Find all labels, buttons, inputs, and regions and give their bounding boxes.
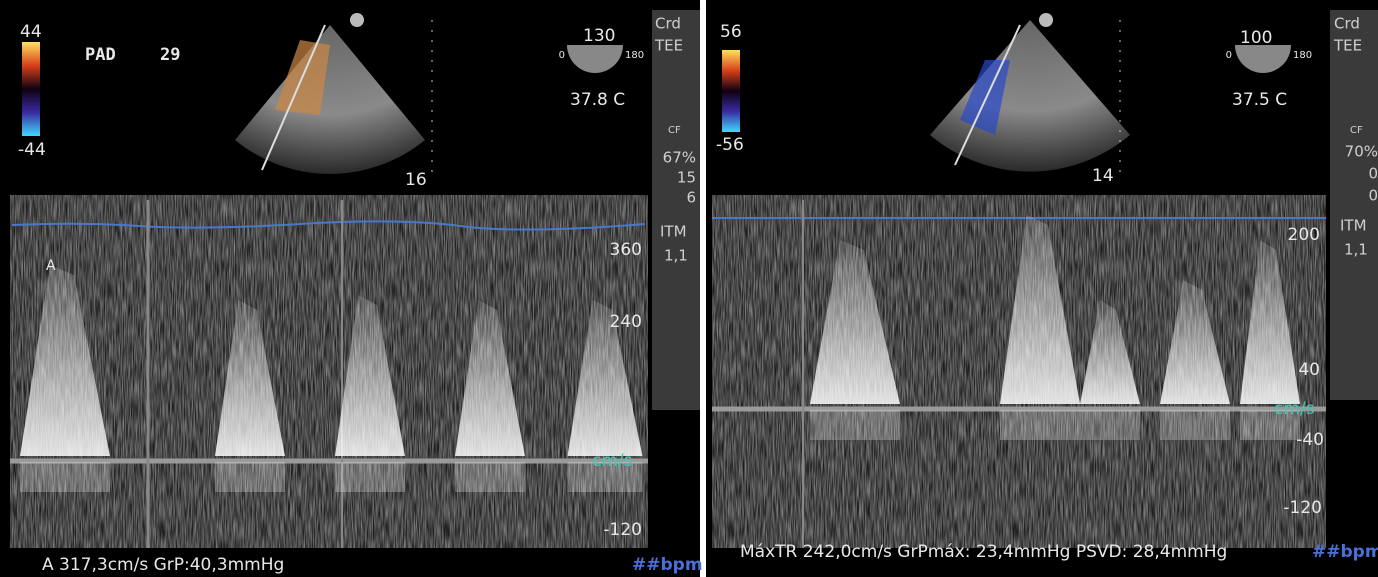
angle-value: 100 (1240, 28, 1272, 48)
mode-value: 29 (160, 45, 180, 65)
probe-dot (1039, 13, 1053, 27)
doppler-envelope (215, 300, 285, 456)
side-text: CF (668, 125, 681, 136)
angle-dial (1235, 45, 1291, 73)
color-scale (722, 50, 740, 132)
side-text: 6 (686, 189, 696, 207)
doppler-reverse (1240, 410, 1300, 440)
doppler-reverse (810, 410, 900, 440)
status-bar (0, 550, 700, 577)
scale-label: 40 (1298, 360, 1320, 380)
measurement: MáxTR 242,0cm/s GrPmáx: 23,4mmHg PSVD: 2… (740, 542, 1227, 562)
scale-label: -120 (603, 520, 642, 540)
angle-max: 180 (625, 50, 644, 61)
scale-min: -44 (18, 140, 46, 160)
mode-label: PAD (85, 45, 116, 65)
sector-image (235, 25, 425, 174)
scale-label: 200 (1288, 225, 1320, 245)
side-text: Crd (1334, 15, 1360, 33)
temperature: 37.8 C (570, 90, 625, 110)
doppler-envelope (1000, 215, 1080, 404)
probe-dot (350, 13, 364, 27)
angle-dial (567, 45, 623, 73)
doppler-reverse (215, 462, 285, 492)
doppler-envelope (1160, 280, 1230, 404)
unit: cm/s (1274, 399, 1315, 419)
scale-label: 240 (610, 312, 642, 332)
doppler-reverse (1160, 410, 1230, 440)
side-text: 67% (663, 149, 696, 167)
doppler-reverse (567, 462, 643, 492)
side-text: CF (1350, 125, 1363, 136)
scale-label: -120 (1283, 498, 1322, 518)
doppler-envelope (1240, 240, 1300, 404)
color-scale (22, 42, 40, 136)
doppler-envelope (455, 300, 525, 456)
angle-min: 0 (1226, 50, 1232, 61)
side-text: ITM (660, 223, 687, 241)
measurement: A 317,3cm/s GrP:40,3mmHg (42, 555, 284, 575)
marker: A (46, 258, 56, 274)
status-bar (706, 550, 1378, 577)
side-panel (652, 10, 700, 410)
sector-image (930, 20, 1130, 172)
ecg-trace (11, 220, 646, 231)
side-text: Crd (655, 15, 681, 33)
scale-max: 56 (720, 22, 742, 42)
angle-min: 0 (559, 50, 565, 61)
doppler-envelope (810, 240, 900, 404)
side-text: 15 (677, 169, 696, 187)
cursor-line (954, 24, 1021, 166)
doppler-reverse (455, 462, 525, 492)
side-text: 70% (1345, 143, 1378, 161)
angle-value: 130 (583, 26, 615, 46)
side-text: 0 (1368, 187, 1378, 205)
doppler-reverse (20, 462, 110, 492)
doppler-envelope (1080, 300, 1140, 404)
color-box (960, 60, 1010, 135)
temperature: 37.5 C (1232, 90, 1287, 110)
angle-max: 180 (1293, 50, 1312, 61)
doppler-reverse (1000, 410, 1080, 440)
doppler-reverse (1080, 410, 1140, 440)
scale-label: 360 (610, 240, 642, 260)
side-panel (1330, 10, 1378, 400)
depth: 16 (405, 170, 427, 190)
side-text: TEE (654, 37, 683, 55)
doppler-envelope (335, 295, 405, 456)
side-text: 1,1 (1344, 241, 1368, 259)
side-text: ITM (1340, 217, 1367, 235)
scale-max: 44 (20, 22, 42, 42)
doppler-envelope (20, 265, 110, 456)
scale-label: -40 (1296, 430, 1324, 450)
heart-rate: ##bpm (1312, 542, 1378, 562)
heart-rate: ##bpm (632, 555, 703, 575)
doppler-noise (10, 195, 648, 548)
doppler-envelope (567, 300, 643, 456)
scale-min: -56 (716, 135, 744, 155)
cursor-line (261, 24, 326, 171)
side-text: 1,1 (664, 247, 688, 265)
side-text: 0 (1368, 165, 1378, 183)
doppler-reverse (335, 462, 405, 492)
side-text: TEE (1333, 37, 1362, 55)
unit: cm/s (592, 451, 633, 471)
depth: 14 (1092, 166, 1114, 186)
